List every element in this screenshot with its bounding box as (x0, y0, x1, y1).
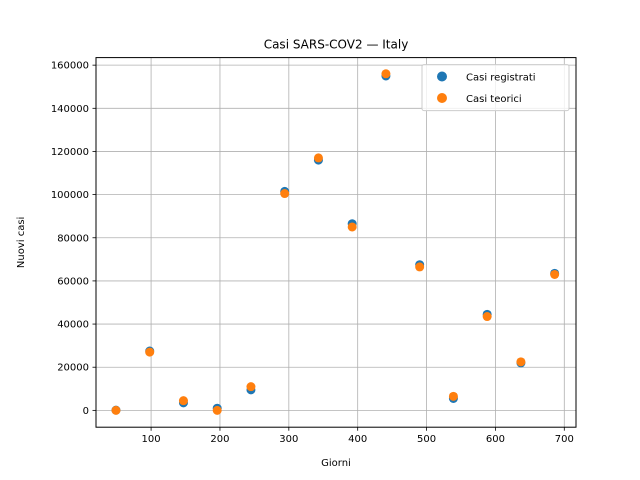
legend-label-casi-registrati: Casi registrati (466, 73, 536, 84)
y-tick-label: 80000 (57, 233, 89, 244)
y-tick-label: 20000 (57, 363, 89, 374)
chart-title: Casi SARS-COV2 — Italy (264, 38, 409, 52)
point-casi-teorici (313, 153, 323, 163)
point-casi-teorici (111, 405, 121, 415)
x-tick-label: 400 (348, 434, 367, 445)
grid (96, 57, 576, 428)
point-casi-teorici (516, 357, 526, 367)
x-tick-label: 300 (279, 434, 298, 445)
x-axis-title: Giorni (321, 458, 351, 469)
point-casi-teorici (415, 262, 425, 272)
y-axis-title: Nuovi casi (16, 217, 27, 268)
point-casi-teorici (145, 347, 155, 357)
x-tick-label: 700 (555, 434, 574, 445)
point-casi-teorici (381, 69, 391, 79)
x-tick-label: 100 (142, 434, 161, 445)
y-tick-label: 160000 (51, 61, 89, 72)
x-tick-label: 600 (486, 434, 505, 445)
y-tick-label: 100000 (51, 190, 89, 201)
point-casi-teorici (448, 391, 458, 401)
point-casi-teorici (347, 222, 357, 232)
x-tick-label: 200 (210, 434, 229, 445)
point-casi-teorici (482, 312, 492, 322)
y-tick-label: 0 (83, 406, 89, 417)
point-casi-teorici (280, 189, 290, 199)
y-tick-label: 140000 (51, 104, 89, 115)
legend: Casi registrati Casi teorici (421, 64, 570, 112)
point-casi-teorici (178, 396, 188, 406)
y-tick-label: 60000 (57, 276, 89, 287)
y-tick-label: 40000 (57, 320, 89, 331)
legend-marker-casi-teorici (437, 93, 447, 103)
point-casi-teorici (246, 382, 256, 392)
x-tick-label: 500 (417, 434, 436, 445)
point-casi-teorici (212, 405, 222, 415)
legend-box (421, 64, 570, 112)
y-tick-label: 120000 (51, 147, 89, 158)
point-casi-teorici (550, 269, 560, 279)
legend-marker-casi-registrati (437, 71, 447, 82)
plot-frame (95, 57, 577, 428)
axis-ticks: 100 200 300 400 500 600 700 0 20000 40000 60000 800… (51, 61, 574, 446)
data-points (111, 69, 560, 415)
legend-label-casi-teorici: Casi teorici (466, 94, 522, 105)
